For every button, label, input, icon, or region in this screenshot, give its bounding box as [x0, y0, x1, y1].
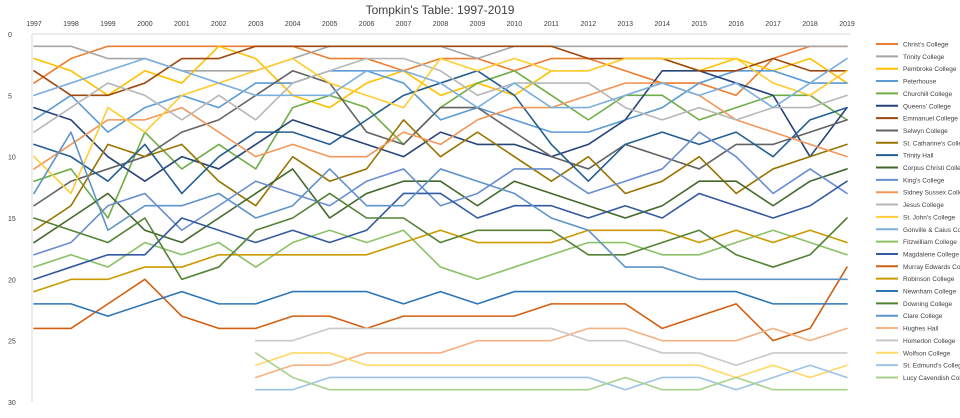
y-tick-label: 30 [8, 400, 16, 407]
legend-item-label: Clare College [903, 313, 943, 320]
series-line [33, 131, 848, 256]
legend-item-label: Wolfson College [903, 350, 951, 357]
legend-item-label: Magdalene College [903, 251, 959, 258]
legend-item-label: Trinity Hall [903, 153, 934, 160]
series-line [33, 192, 848, 281]
y-tick-label: 20 [8, 277, 16, 284]
legend-item-label: Murray Edwards College [903, 264, 960, 271]
series-line [254, 364, 848, 391]
legend-item-label: Jesus College [903, 202, 944, 209]
series-line [254, 352, 848, 391]
x-tick-label: 2007 [396, 21, 412, 28]
legend: Christ's College Trinity College Pembroke … [876, 42, 960, 382]
series-line [33, 131, 848, 281]
x-tick-label: 1998 [63, 21, 79, 28]
x-tick-label: 2015 [691, 21, 707, 28]
x-tick-label: 2018 [802, 21, 818, 28]
legend-item-label: St. Catharine's College [903, 140, 960, 147]
series-line [33, 290, 848, 317]
series-line [33, 229, 848, 293]
x-tick-label: 1997 [26, 21, 42, 28]
x-tick-label: 2012 [581, 21, 597, 28]
legend-item-label: Pembroke College [903, 66, 957, 73]
legend-item-label: Peterhouse [903, 79, 937, 86]
x-tick-label: 2010 [507, 21, 523, 28]
legend-item-label: Christ's College [903, 42, 949, 49]
legend-item-label: Newnham College [903, 289, 956, 296]
x-tick-label: 2014 [654, 21, 670, 28]
legend-item-label: Lucy Cavendish College [903, 375, 960, 382]
series-line [33, 57, 848, 195]
x-axis-ticks: 1997 1998 1999 2000 2001 2002 2003 2004 2005 2006… [26, 21, 855, 28]
y-tick-label: 25 [8, 339, 16, 346]
y-tick-label: 10 [8, 155, 16, 162]
legend-item-label: Downing College [903, 301, 953, 308]
series-lines [33, 45, 848, 391]
legend-item-label: Trinity College [903, 54, 945, 61]
legend-item-label: Homerton College [903, 338, 956, 345]
x-tick-label: 2019 [839, 21, 855, 28]
x-tick-label: 2005 [322, 21, 338, 28]
y-tick-label: 5 [8, 93, 12, 100]
legend-item-label: St. Edmund's College [903, 363, 960, 370]
y-tick-label: 15 [8, 216, 16, 223]
x-tick-label: 2017 [765, 21, 781, 28]
x-tick-label: 2001 [174, 21, 190, 28]
y-tick-label: 0 [8, 32, 12, 39]
legend-item-label: Selwyn College [903, 128, 948, 135]
series-line [33, 266, 848, 342]
legend-item-label: Corpus Christi College [903, 165, 960, 172]
series-line [33, 57, 848, 109]
y-axis-ticks: 0 5 10 15 20 25 30 [8, 32, 16, 407]
legend-item-label: Churchill College [903, 91, 953, 98]
x-tick-label: 2004 [285, 21, 301, 28]
chart-title: Tompkin's Table: 1997-2019 [366, 3, 515, 17]
x-tick-label: 2008 [433, 21, 449, 28]
legend-item-label: Gonville & Caius College [903, 227, 960, 234]
legend-item-label: Hughes Hall [903, 326, 939, 333]
legend-item-label: King's College [903, 177, 945, 184]
series-line [33, 57, 848, 133]
x-tick-label: 2009 [470, 21, 486, 28]
legend-item-label: Fitzwilliam College [903, 239, 957, 246]
series-line [33, 119, 848, 232]
series-line [33, 168, 848, 244]
x-tick-label: 2000 [137, 21, 153, 28]
series-line [33, 70, 848, 182]
x-tick-label: 2003 [248, 21, 264, 28]
legend-item-label: Sidney Sussex College [903, 190, 960, 197]
series-line [33, 70, 848, 133]
series-line [33, 180, 848, 281]
x-tick-label: 2006 [359, 21, 375, 28]
series-line [254, 327, 848, 379]
series-line [33, 45, 848, 109]
legend-item-label: Emmanuel College [903, 116, 958, 123]
legend-item-label: Robinson College [903, 276, 955, 283]
x-tick-label: 2002 [211, 21, 227, 28]
legend-item-label: Queens' College [903, 103, 951, 110]
x-tick-label: 2011 [544, 21, 559, 28]
series-line [33, 229, 848, 281]
x-tick-label: 2013 [617, 21, 633, 28]
series-line [254, 352, 848, 379]
legend-item-label: St. John's College [903, 214, 956, 221]
x-tick-label: 2016 [728, 21, 744, 28]
x-tick-label: 1999 [100, 21, 116, 28]
series-line [254, 327, 848, 366]
series-line [33, 70, 848, 207]
